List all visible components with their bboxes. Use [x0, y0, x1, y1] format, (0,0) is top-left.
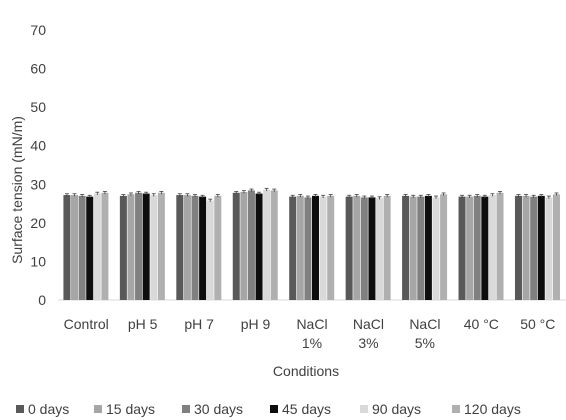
bar: [376, 198, 384, 300]
x-tick-label: NaCl: [409, 316, 440, 332]
legend-swatch: [452, 405, 460, 413]
bar: [263, 189, 271, 300]
y-tick-label: 10: [30, 253, 46, 269]
y-tick-label: 30: [30, 176, 46, 192]
bar: [409, 196, 417, 300]
bar: [142, 193, 150, 300]
x-tick-label: 40 °C: [464, 316, 499, 332]
bar: [135, 192, 143, 300]
legend-label: 30 days: [194, 401, 243, 417]
bar: [232, 192, 240, 300]
bar: [360, 197, 368, 300]
bar: [199, 196, 207, 300]
bar: [496, 192, 504, 300]
bar: [402, 195, 410, 300]
legend-swatch: [94, 405, 102, 413]
bar: [319, 196, 327, 300]
bar: [183, 195, 191, 300]
y-axis-title: Surface tension (mN/m): [9, 116, 25, 264]
bar: [488, 195, 496, 300]
bar: [78, 195, 86, 300]
bar: [71, 195, 79, 300]
legend-swatch: [270, 405, 278, 413]
x-tick-label: Control: [64, 316, 109, 332]
x-tick-label: 50 °C: [520, 316, 555, 332]
bar: [473, 195, 481, 300]
x-tick-label: pH 5: [128, 316, 158, 332]
bar: [176, 195, 184, 300]
bar: [530, 196, 538, 300]
bar: [206, 200, 214, 300]
bar: [255, 193, 263, 300]
legend-label: 15 days: [106, 401, 155, 417]
bar: [466, 196, 474, 300]
bar: [214, 195, 222, 300]
y-tick-label: 60: [30, 61, 46, 77]
bar: [296, 195, 304, 300]
legend-swatch: [16, 405, 24, 413]
bar: [93, 193, 101, 300]
bar: [312, 195, 319, 300]
bar: [289, 196, 297, 300]
x-tick-label: 1%: [302, 335, 322, 351]
bar: [537, 195, 545, 300]
bar: [368, 197, 376, 300]
bar: [383, 195, 391, 300]
bar: [327, 195, 335, 300]
bar: [552, 194, 560, 300]
legend-label: 0 days: [28, 401, 69, 417]
bar: [345, 196, 353, 300]
legend: 0 days 15 days 30 days 45 days 90 days 120 da…: [16, 401, 521, 417]
bar: [101, 192, 109, 300]
y-tick-label: 0: [38, 292, 46, 308]
bar: [458, 196, 466, 300]
x-axis-title: Conditions: [273, 363, 339, 379]
bar: [150, 195, 158, 300]
bar: [417, 196, 425, 300]
bar: [481, 196, 489, 300]
bar: [440, 194, 448, 300]
x-tick-label: NaCl: [296, 316, 327, 332]
x-axis: Control pH 5 pH 7 pH 9 NaCl 1% NaCl 3% NaCl 5% 40 …: [64, 316, 556, 351]
legend-swatch: [360, 405, 368, 413]
y-axis: 0 10 20 30 40 50 60 70: [30, 22, 46, 308]
bars: [63, 187, 560, 300]
x-tick-label: 3%: [358, 335, 378, 351]
bar: [157, 192, 165, 300]
bar: [424, 195, 432, 300]
y-tick-label: 50: [30, 99, 46, 115]
bar: [247, 190, 255, 300]
x-tick-label: NaCl: [353, 316, 384, 332]
bar: [545, 197, 553, 300]
legend-label: 90 days: [372, 401, 421, 417]
bar: [514, 195, 522, 300]
bar: [191, 195, 199, 300]
legend-label: 120 days: [464, 401, 521, 417]
x-tick-label: pH 7: [184, 316, 214, 332]
bar: [127, 194, 135, 300]
y-tick-label: 20: [30, 215, 46, 231]
legend-label: 45 days: [282, 401, 331, 417]
bar: [353, 195, 361, 300]
bar: [63, 195, 71, 300]
bar: [304, 197, 312, 300]
x-tick-label: pH 9: [241, 316, 271, 332]
bar: [432, 197, 440, 300]
bar: [240, 192, 248, 300]
y-tick-label: 70: [30, 22, 46, 38]
y-tick-label: 40: [30, 138, 46, 154]
bar: [270, 190, 278, 300]
x-tick-label: 5%: [415, 335, 435, 351]
legend-swatch: [182, 405, 190, 413]
bar: [86, 196, 94, 300]
bar: [119, 195, 127, 300]
bar: [522, 195, 530, 300]
